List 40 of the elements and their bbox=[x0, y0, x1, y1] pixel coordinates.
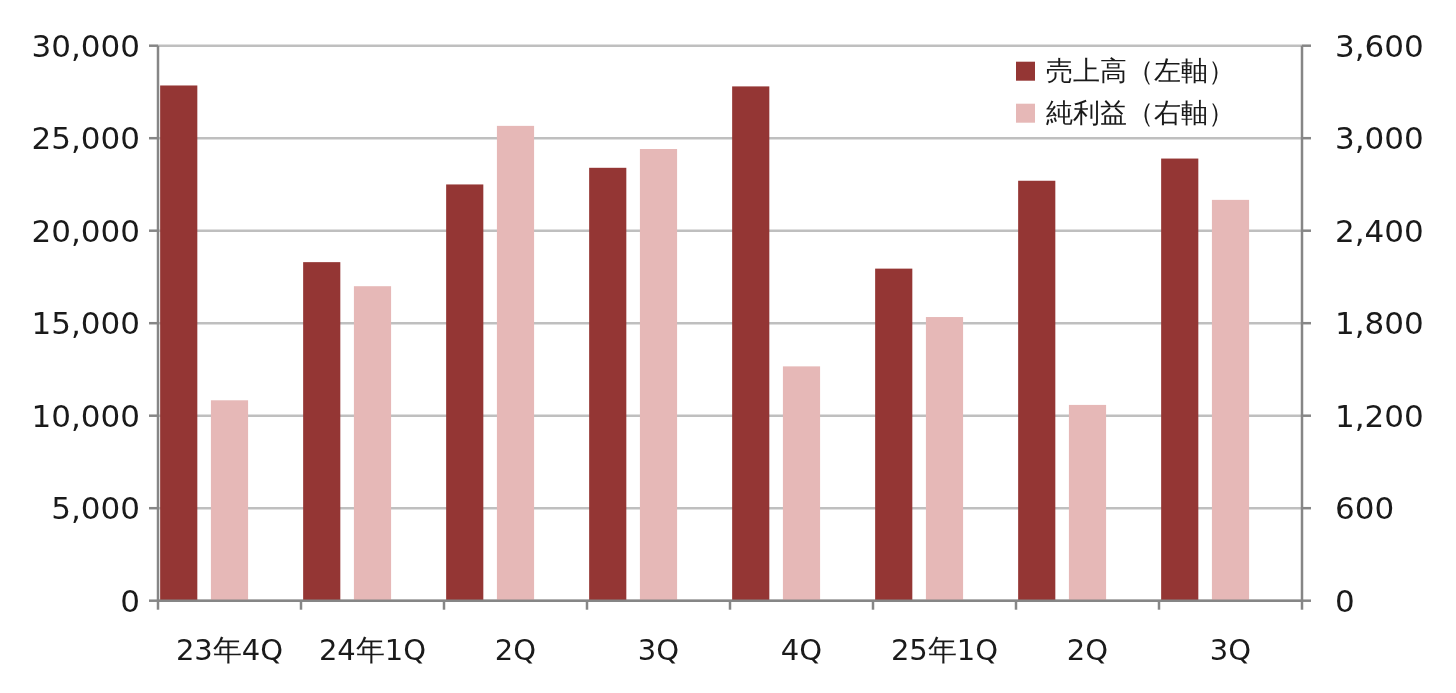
y-tick-label: 10,000 bbox=[31, 397, 140, 434]
y2-tick-label: 1,800 bbox=[1335, 305, 1424, 342]
bar bbox=[925, 317, 964, 601]
x-tick-label: 4Q bbox=[780, 633, 823, 667]
bar bbox=[782, 366, 821, 601]
y-tick-label: 20,000 bbox=[31, 212, 140, 249]
bar bbox=[732, 86, 770, 601]
x-tick-label: 2Q bbox=[494, 633, 537, 667]
x-tick-label: 23年4Q bbox=[175, 633, 284, 667]
y-tick-label: 25,000 bbox=[31, 120, 140, 157]
legend-label: 売上高（左軸） bbox=[1046, 55, 1235, 87]
y2-tick-label: 3,000 bbox=[1335, 120, 1424, 157]
y2-tick-label: 0 bbox=[1335, 582, 1355, 619]
bar bbox=[303, 262, 341, 601]
legend-label: 純利益（右軸） bbox=[1046, 97, 1235, 129]
bar bbox=[1161, 158, 1199, 601]
x-tick-label: 3Q bbox=[637, 633, 680, 667]
bar bbox=[160, 85, 198, 601]
y2-tick-label: 3,600 bbox=[1335, 27, 1424, 64]
y2-tick-label: 2,400 bbox=[1335, 212, 1424, 249]
bar bbox=[496, 125, 535, 601]
y-tick-label: 0 bbox=[120, 582, 140, 619]
y-tick-label: 5,000 bbox=[51, 490, 140, 527]
bar bbox=[639, 148, 678, 601]
bar bbox=[210, 400, 249, 601]
bar bbox=[1018, 180, 1056, 601]
x-tick-label: 25年1Q bbox=[890, 633, 999, 667]
y-tick-label: 30,000 bbox=[31, 27, 140, 64]
bar bbox=[353, 286, 392, 601]
x-tick-label: 24年1Q bbox=[318, 633, 427, 667]
bar bbox=[875, 268, 913, 601]
x-tick-label: 3Q bbox=[1209, 633, 1252, 667]
y2-tick-label: 1,200 bbox=[1335, 397, 1424, 434]
bar bbox=[589, 167, 627, 601]
bar bbox=[1211, 199, 1250, 601]
x-tick-label: 2Q bbox=[1066, 633, 1109, 667]
bar bbox=[446, 184, 484, 601]
y-tick-label: 15,000 bbox=[31, 305, 140, 342]
y2-tick-label: 600 bbox=[1335, 490, 1395, 527]
bar bbox=[1068, 404, 1107, 601]
